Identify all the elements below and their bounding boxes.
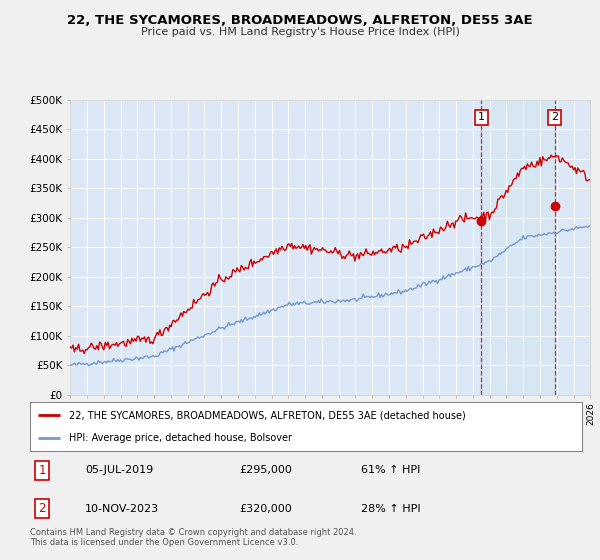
Text: Price paid vs. HM Land Registry's House Price Index (HPI): Price paid vs. HM Land Registry's House … [140,27,460,37]
Text: 10-NOV-2023: 10-NOV-2023 [85,503,160,514]
Text: 05-JUL-2019: 05-JUL-2019 [85,465,154,475]
Text: 22, THE SYCAMORES, BROADMEADOWS, ALFRETON, DE55 3AE (detached house): 22, THE SYCAMORES, BROADMEADOWS, ALFRETO… [68,410,466,421]
Text: 1: 1 [38,464,46,477]
Text: 28% ↑ HPI: 28% ↑ HPI [361,503,421,514]
Text: HPI: Average price, detached house, Bolsover: HPI: Average price, detached house, Bols… [68,433,292,444]
Text: Contains HM Land Registry data © Crown copyright and database right 2024.
This d: Contains HM Land Registry data © Crown c… [30,528,356,547]
Text: £295,000: £295,000 [240,465,293,475]
Text: 2: 2 [38,502,46,515]
Bar [481,100,554,395]
Text: £320,000: £320,000 [240,503,293,514]
Text: 1: 1 [478,113,485,123]
Text: 22, THE SYCAMORES, BROADMEADOWS, ALFRETON, DE55 3AE: 22, THE SYCAMORES, BROADMEADOWS, ALFRETO… [67,14,533,27]
Text: 2: 2 [551,113,558,123]
Text: 61% ↑ HPI: 61% ↑ HPI [361,465,421,475]
